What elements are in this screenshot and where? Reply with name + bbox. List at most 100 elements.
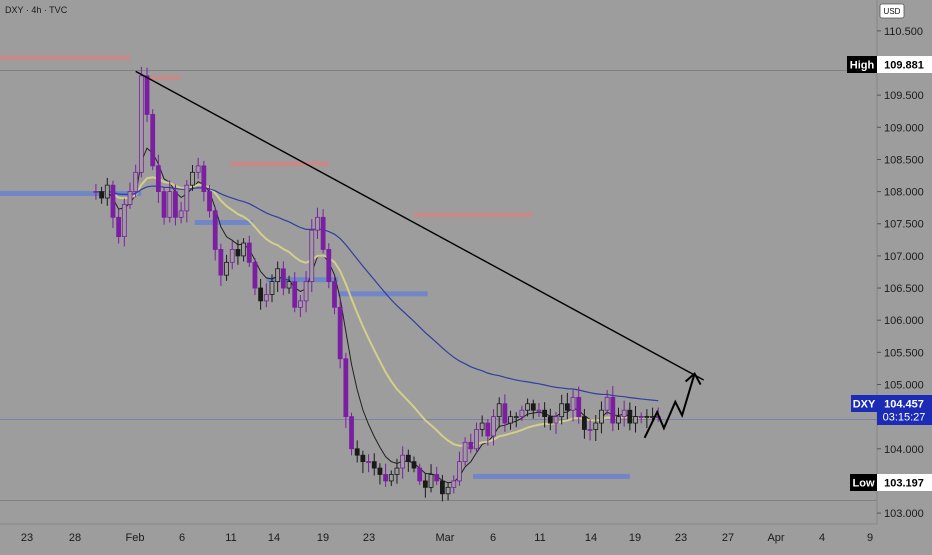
candle-body[interactable] xyxy=(644,416,650,419)
candle-body[interactable] xyxy=(525,403,530,411)
candle-body[interactable] xyxy=(547,416,553,424)
candle-body[interactable] xyxy=(576,396,582,418)
candle-body[interactable] xyxy=(235,249,241,257)
candle-body[interactable] xyxy=(297,300,303,308)
demand-zone[interactable] xyxy=(473,473,630,479)
candle-body[interactable] xyxy=(303,281,309,302)
symbol-header[interactable]: DXY · 4h · TVC xyxy=(5,5,68,15)
candle-body[interactable] xyxy=(99,191,104,199)
candle-body[interactable] xyxy=(190,171,195,186)
candle-body[interactable] xyxy=(263,294,269,302)
price-axis[interactable] xyxy=(877,0,932,524)
demand-zone[interactable] xyxy=(337,291,428,297)
candle-body[interactable] xyxy=(383,474,389,482)
supply-zone[interactable] xyxy=(0,55,130,61)
supply-zone[interactable] xyxy=(148,75,182,81)
candle-body[interactable] xyxy=(428,474,434,488)
candle-body[interactable] xyxy=(195,165,201,173)
candle-body[interactable] xyxy=(229,249,235,263)
projection-path[interactable] xyxy=(643,373,696,439)
candle-body[interactable] xyxy=(360,454,366,463)
candle-body[interactable] xyxy=(366,461,371,464)
candle-body[interactable] xyxy=(150,114,156,167)
candle-body[interactable] xyxy=(173,191,178,218)
candle-body[interactable] xyxy=(593,422,599,430)
candle-body[interactable] xyxy=(110,184,116,218)
candle-body[interactable] xyxy=(201,165,207,192)
candle-body[interactable] xyxy=(570,396,576,411)
candle-body[interactable] xyxy=(349,416,354,450)
supply-zone[interactable] xyxy=(229,161,329,167)
candle-body[interactable] xyxy=(411,461,417,469)
candle-body[interactable] xyxy=(258,287,264,302)
candle-body[interactable] xyxy=(144,75,150,115)
candle-body[interactable] xyxy=(246,242,252,263)
candle-body[interactable] xyxy=(388,474,394,482)
candle-body[interactable] xyxy=(587,429,593,431)
candle-body[interactable] xyxy=(269,281,275,295)
candle-body[interactable] xyxy=(445,486,451,495)
supply-zone[interactable] xyxy=(414,212,534,218)
candle-body[interactable] xyxy=(457,461,462,482)
candle-body[interactable] xyxy=(400,454,406,469)
time-axis[interactable] xyxy=(0,524,877,550)
demand-zone[interactable] xyxy=(266,277,338,283)
descending-trendline[interactable] xyxy=(135,70,705,381)
candle-body[interactable] xyxy=(252,261,258,289)
candle-body[interactable] xyxy=(93,191,99,193)
candle-body[interactable] xyxy=(559,403,565,418)
candle-body[interactable] xyxy=(371,461,377,469)
candle-body[interactable] xyxy=(212,210,218,250)
candle-body[interactable] xyxy=(332,281,337,308)
candle-body[interactable] xyxy=(377,467,383,475)
candle-body[interactable] xyxy=(638,416,644,419)
candle-body[interactable] xyxy=(451,480,457,488)
candle-body[interactable] xyxy=(542,409,548,418)
candle-body[interactable] xyxy=(491,416,496,437)
candle-body[interactable] xyxy=(241,242,247,257)
candle-body[interactable] xyxy=(468,441,474,450)
candle-body[interactable] xyxy=(582,416,587,430)
candle-body[interactable] xyxy=(519,409,525,418)
candle-body[interactable] xyxy=(610,396,616,424)
candle-body[interactable] xyxy=(280,268,286,289)
demand-zone[interactable] xyxy=(194,219,253,225)
candle-body[interactable] xyxy=(218,249,224,276)
candle-body[interactable] xyxy=(502,403,508,424)
candle-body[interactable] xyxy=(530,403,536,411)
candle-body[interactable] xyxy=(178,210,184,218)
candle-body[interactable] xyxy=(462,441,468,463)
candle-body[interactable] xyxy=(224,261,229,276)
candle-body[interactable] xyxy=(286,281,292,289)
candle-body[interactable] xyxy=(337,306,343,360)
candle-body[interactable] xyxy=(536,409,542,412)
candle-body[interactable] xyxy=(104,184,110,199)
currency-badge[interactable] xyxy=(879,3,905,19)
candle-body[interactable] xyxy=(354,448,360,456)
candle-body[interactable] xyxy=(422,480,428,488)
candle-body[interactable] xyxy=(138,75,144,173)
candle-body[interactable] xyxy=(167,191,173,218)
candle-body[interactable] xyxy=(564,403,570,411)
candle-body[interactable] xyxy=(207,191,212,212)
candle-body[interactable] xyxy=(155,165,161,192)
candle-body[interactable] xyxy=(320,216,326,250)
candle-body[interactable] xyxy=(439,480,445,495)
demand-zone[interactable] xyxy=(0,191,142,197)
candle-body[interactable] xyxy=(315,216,320,231)
candle-body[interactable] xyxy=(604,396,610,411)
candle-body[interactable] xyxy=(326,249,332,283)
candle-body[interactable] xyxy=(508,416,513,424)
candle-body[interactable] xyxy=(553,416,559,424)
candle-body[interactable] xyxy=(309,229,315,283)
candle-body[interactable] xyxy=(161,191,167,218)
candle-body[interactable] xyxy=(496,403,502,418)
candle-body[interactable] xyxy=(292,281,298,308)
candle-body[interactable] xyxy=(633,416,638,424)
candle-body[interactable] xyxy=(485,422,491,437)
candle-body[interactable] xyxy=(474,429,479,450)
candle-body[interactable] xyxy=(343,358,349,418)
candle-body[interactable] xyxy=(627,409,633,424)
